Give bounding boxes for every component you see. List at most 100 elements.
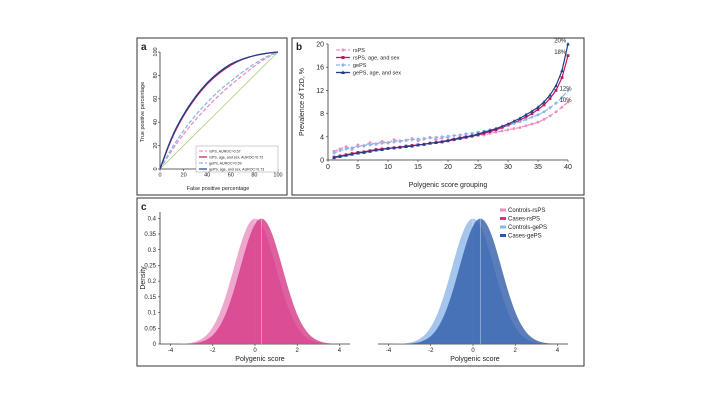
value-annotation: 20% <box>554 38 567 44</box>
density-chart-rsps: Polygenic score Density -4 -2 0 2 4 0 0.05 0.1 0… <box>140 212 350 363</box>
data-point <box>518 126 522 129</box>
data-point <box>386 146 390 150</box>
data-point <box>341 70 345 74</box>
data-point <box>374 141 378 146</box>
data-point <box>341 63 345 67</box>
y-tick-label: 16 <box>316 65 324 72</box>
data-point <box>548 93 552 97</box>
data-point <box>392 145 396 150</box>
data-point <box>500 124 504 128</box>
data-point <box>341 56 345 59</box>
data-point <box>542 100 546 104</box>
x-tick-label: 5 <box>356 164 360 171</box>
panel-c-frame <box>136 197 585 367</box>
data-point <box>560 95 564 100</box>
x-tick-label: -4 <box>386 348 392 354</box>
data-point <box>524 117 528 122</box>
data-point <box>560 105 564 109</box>
data-point <box>422 142 426 146</box>
data-point <box>446 138 450 142</box>
x-tick-label: 0 <box>326 164 330 171</box>
x-tick-label: 0 <box>471 348 475 354</box>
density-y-axis-label: Density <box>140 266 147 290</box>
data-point <box>548 114 552 118</box>
y-tick-label: 0.15 <box>144 295 156 301</box>
data-point <box>404 138 408 143</box>
legend-swatch <box>500 217 506 220</box>
data-point <box>344 147 348 151</box>
data-point <box>494 130 498 134</box>
prevalence-x-axis-label: Polygenic score grouping <box>409 182 488 189</box>
data-point <box>392 138 396 142</box>
y-tick-label: 20 <box>153 143 159 149</box>
data-point <box>530 109 534 113</box>
series-line-geps-age-and-sex <box>333 43 569 159</box>
data-point <box>512 121 516 126</box>
data-point <box>494 126 498 131</box>
x-tick-label: 2 <box>296 348 300 354</box>
y-tick-label: 0 <box>153 342 157 348</box>
data-point <box>410 137 414 142</box>
y-tick-label: 100 <box>153 47 159 56</box>
data-point <box>386 140 390 145</box>
data-point <box>560 76 564 80</box>
y-tick-label: 0.35 <box>144 232 156 238</box>
data-point <box>356 144 360 149</box>
data-point <box>416 137 420 141</box>
panel-b-label: b <box>296 42 302 53</box>
legend-label: rsPS, age, and sex, AUROC=0.72 <box>209 156 263 160</box>
data-point <box>434 135 438 140</box>
legend-label: rsPS, AUROC=0.57 <box>209 150 241 154</box>
data-point <box>536 112 540 117</box>
data-point <box>338 154 342 158</box>
legend-label: gePS, AUROC=0.59 <box>209 162 242 166</box>
data-point <box>500 129 504 133</box>
data-point <box>560 68 564 73</box>
data-point <box>506 128 510 132</box>
data-point <box>440 139 444 143</box>
prevalence-chart: Polygenic score grouping Prevalence of T… <box>299 38 572 189</box>
data-point <box>344 153 348 157</box>
data-point <box>512 127 516 131</box>
data-point <box>434 138 438 142</box>
data-point <box>380 147 384 151</box>
y-tick-label: 8 <box>320 111 324 118</box>
y-tick-label: 20 <box>316 41 324 48</box>
data-point <box>356 151 360 155</box>
data-point <box>332 151 336 155</box>
data-point <box>404 144 408 149</box>
roc-line-geps-age-and-sex-auroc-0-73 <box>159 51 279 170</box>
reference-diagonal <box>159 51 279 170</box>
x-tick-label: 60 <box>228 173 234 179</box>
density-chart-geps: Polygenic score -4 -2 0 2 4 Controls-rsPS Case… <box>378 208 568 363</box>
y-tick-label: 40 <box>153 119 159 125</box>
y-tick-label: 80 <box>153 72 159 78</box>
data-point <box>464 134 468 139</box>
data-point <box>380 141 384 145</box>
data-point <box>524 112 528 117</box>
data-point <box>368 141 372 145</box>
legend-swatch <box>500 208 506 212</box>
data-point <box>422 136 426 141</box>
prevalence-y-axis-label: Prevalence of T2D, % <box>299 68 306 136</box>
data-point <box>428 136 432 140</box>
panel-a-label: a <box>141 42 147 53</box>
y-tick-label: 0.2 <box>148 279 157 285</box>
legend-label: gePS, age, and sex, AUROC=0.73 <box>209 168 264 172</box>
data-point <box>416 142 420 147</box>
roc-x-axis-label: False positive percentage <box>187 186 250 192</box>
data-point <box>398 139 402 143</box>
data-point <box>464 132 468 136</box>
x-tick-label: 10 <box>384 164 392 171</box>
data-point <box>344 145 348 149</box>
legend-swatch <box>500 234 506 237</box>
data-point <box>518 119 522 124</box>
data-point <box>470 133 474 138</box>
data-point <box>350 146 354 150</box>
data-point <box>338 148 342 153</box>
x-tick-label: -2 <box>428 348 434 354</box>
data-point <box>362 150 366 154</box>
roc-chart: False positive percentage True positive … <box>140 47 283 192</box>
